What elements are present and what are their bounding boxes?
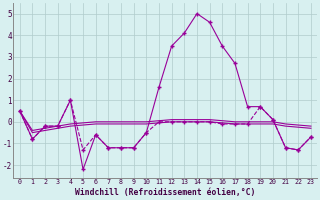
X-axis label: Windchill (Refroidissement éolien,°C): Windchill (Refroidissement éolien,°C) <box>75 188 255 197</box>
